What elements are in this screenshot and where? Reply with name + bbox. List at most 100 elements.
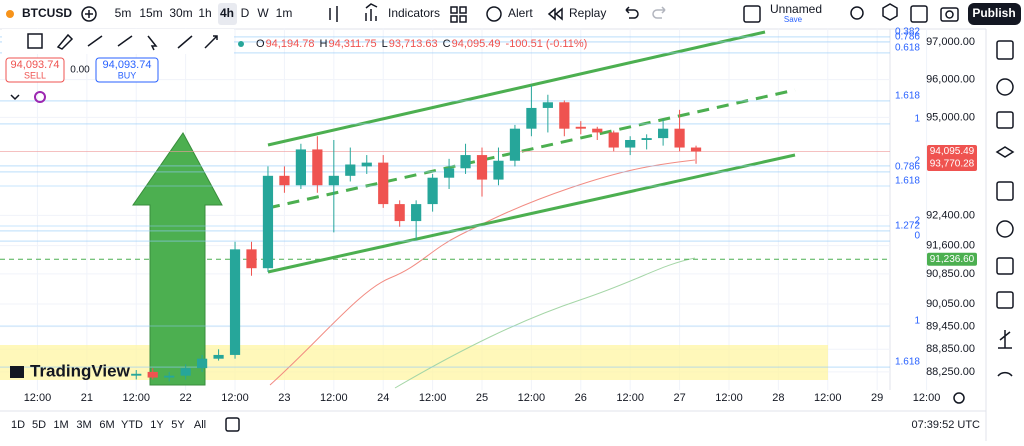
interval-button[interactable]: 30m bbox=[169, 6, 192, 20]
candle-body bbox=[625, 139, 636, 148]
sell-price: 94,093.74 bbox=[11, 59, 60, 71]
candle-type-icon[interactable] bbox=[329, 6, 338, 22]
settings-icon[interactable] bbox=[882, 3, 898, 21]
x-tick-label: 12:00 bbox=[518, 392, 546, 404]
x-tick-label: 28 bbox=[772, 392, 784, 404]
interval-button[interactable]: D bbox=[241, 6, 250, 20]
plot-area bbox=[0, 28, 928, 390]
brush-tool[interactable] bbox=[56, 33, 74, 50]
range-button[interactable]: 3M bbox=[76, 419, 91, 431]
y-tick-label: 89,450.00 bbox=[926, 321, 975, 333]
candle-body bbox=[262, 175, 274, 269]
buy-button[interactable] bbox=[95, 57, 159, 83]
line-tool[interactable] bbox=[87, 35, 193, 49]
price-tag-label: 91,236.60 bbox=[930, 254, 975, 265]
range-button[interactable]: 1M bbox=[53, 419, 68, 431]
fullscreen-icon[interactable] bbox=[910, 5, 928, 23]
x-tick-label: 12:00 bbox=[419, 392, 447, 404]
candle-body bbox=[361, 162, 372, 167]
redo[interactable] bbox=[652, 6, 666, 19]
time-settings[interactable] bbox=[953, 392, 965, 404]
undo[interactable] bbox=[625, 6, 639, 19]
layouts-icon[interactable] bbox=[450, 6, 458, 14]
drawing-palette bbox=[2, 29, 234, 54]
rect-tool[interactable] bbox=[27, 33, 43, 49]
range-button[interactable]: YTD bbox=[121, 419, 143, 431]
replay-button[interactable]: Replay bbox=[569, 6, 606, 20]
layers-icon[interactable] bbox=[995, 146, 1015, 158]
candle-body bbox=[164, 375, 175, 378]
y-tick-label: 96,000.00 bbox=[926, 74, 975, 86]
snapshot-icon[interactable] bbox=[940, 7, 959, 22]
layout-name[interactable]: Unnamed bbox=[770, 2, 822, 16]
goto-date[interactable] bbox=[225, 417, 240, 432]
layout-checkbox[interactable] bbox=[743, 5, 761, 23]
fib-label: 1.618 bbox=[895, 91, 920, 102]
cursor-tool[interactable] bbox=[147, 35, 158, 51]
sync-icon[interactable] bbox=[34, 91, 46, 103]
chat-icon[interactable] bbox=[996, 257, 1014, 275]
signal-icon[interactable] bbox=[997, 371, 1013, 377]
x-tick-label: 27 bbox=[673, 392, 685, 404]
x-tick-label: 29 bbox=[871, 392, 883, 404]
collapse[interactable] bbox=[10, 94, 20, 101]
candle-body bbox=[213, 354, 224, 359]
indicators-button[interactable]: Indicators bbox=[388, 6, 440, 20]
legend-key: C bbox=[443, 38, 451, 50]
interval-button[interactable]: 4h bbox=[220, 6, 234, 20]
candle-body bbox=[229, 249, 241, 355]
sell-button[interactable] bbox=[5, 57, 65, 83]
candle-body bbox=[411, 204, 422, 222]
buy-label: BUY bbox=[118, 70, 137, 80]
candle-body bbox=[443, 168, 455, 178]
range-button[interactable]: 1D bbox=[11, 419, 25, 431]
moving-average-fast bbox=[269, 159, 696, 386]
candle-body bbox=[147, 371, 158, 378]
watchlist-icon[interactable] bbox=[996, 40, 1014, 60]
ideas-icon[interactable] bbox=[996, 181, 1014, 201]
arrow-tool[interactable] bbox=[204, 35, 218, 49]
alert-icon bbox=[486, 6, 502, 22]
calendar-icon[interactable] bbox=[996, 291, 1014, 309]
sell-label: SELL bbox=[24, 70, 46, 80]
search-icon[interactable] bbox=[850, 6, 864, 20]
candle-body bbox=[345, 164, 356, 176]
channel-lower bbox=[267, 153, 796, 274]
candle-body bbox=[295, 149, 306, 186]
interval-button[interactable]: 1m bbox=[276, 6, 293, 20]
interval-button[interactable]: 1h bbox=[198, 6, 211, 20]
snapshot-lens bbox=[945, 10, 954, 19]
indicators-icon bbox=[365, 3, 378, 21]
range-button[interactable]: All bbox=[194, 419, 206, 431]
add-symbol[interactable] bbox=[81, 6, 97, 22]
candle-body bbox=[674, 128, 685, 148]
alerts-icon[interactable] bbox=[996, 78, 1014, 96]
fib-label: 1 bbox=[914, 114, 920, 125]
range-button[interactable]: 5Y bbox=[171, 419, 185, 431]
candle-body bbox=[378, 162, 389, 205]
candle-body bbox=[658, 128, 669, 139]
plus-icon bbox=[85, 10, 93, 18]
fib-label: 2 bbox=[914, 156, 920, 167]
x-tick-label: 12:00 bbox=[122, 392, 150, 404]
fib-label: 0.786 bbox=[895, 162, 920, 173]
interval-button[interactable]: W bbox=[257, 6, 269, 20]
notes-icon[interactable] bbox=[996, 111, 1014, 129]
candle-body bbox=[509, 128, 521, 161]
layouts-icon bbox=[459, 15, 467, 23]
sidebar-icons bbox=[995, 40, 1015, 377]
candle-body bbox=[460, 155, 471, 169]
range-button[interactable]: 1Y bbox=[150, 419, 164, 431]
dom-icon[interactable] bbox=[998, 330, 1012, 349]
range-button[interactable]: 6M bbox=[99, 419, 114, 431]
interval-button[interactable]: 15m bbox=[139, 6, 162, 20]
spread: 0.00 bbox=[70, 65, 90, 76]
pulse-icon[interactable] bbox=[996, 220, 1014, 238]
publish-button[interactable] bbox=[968, 3, 1021, 25]
range-button[interactable]: 5D bbox=[32, 419, 46, 431]
x-tick-label: 26 bbox=[575, 392, 587, 404]
alert-button[interactable]: Alert bbox=[508, 6, 533, 20]
symbol[interactable]: BTCUSD bbox=[22, 6, 72, 20]
watermark-logo bbox=[10, 366, 24, 378]
interval-button[interactable]: 5m bbox=[115, 6, 132, 20]
